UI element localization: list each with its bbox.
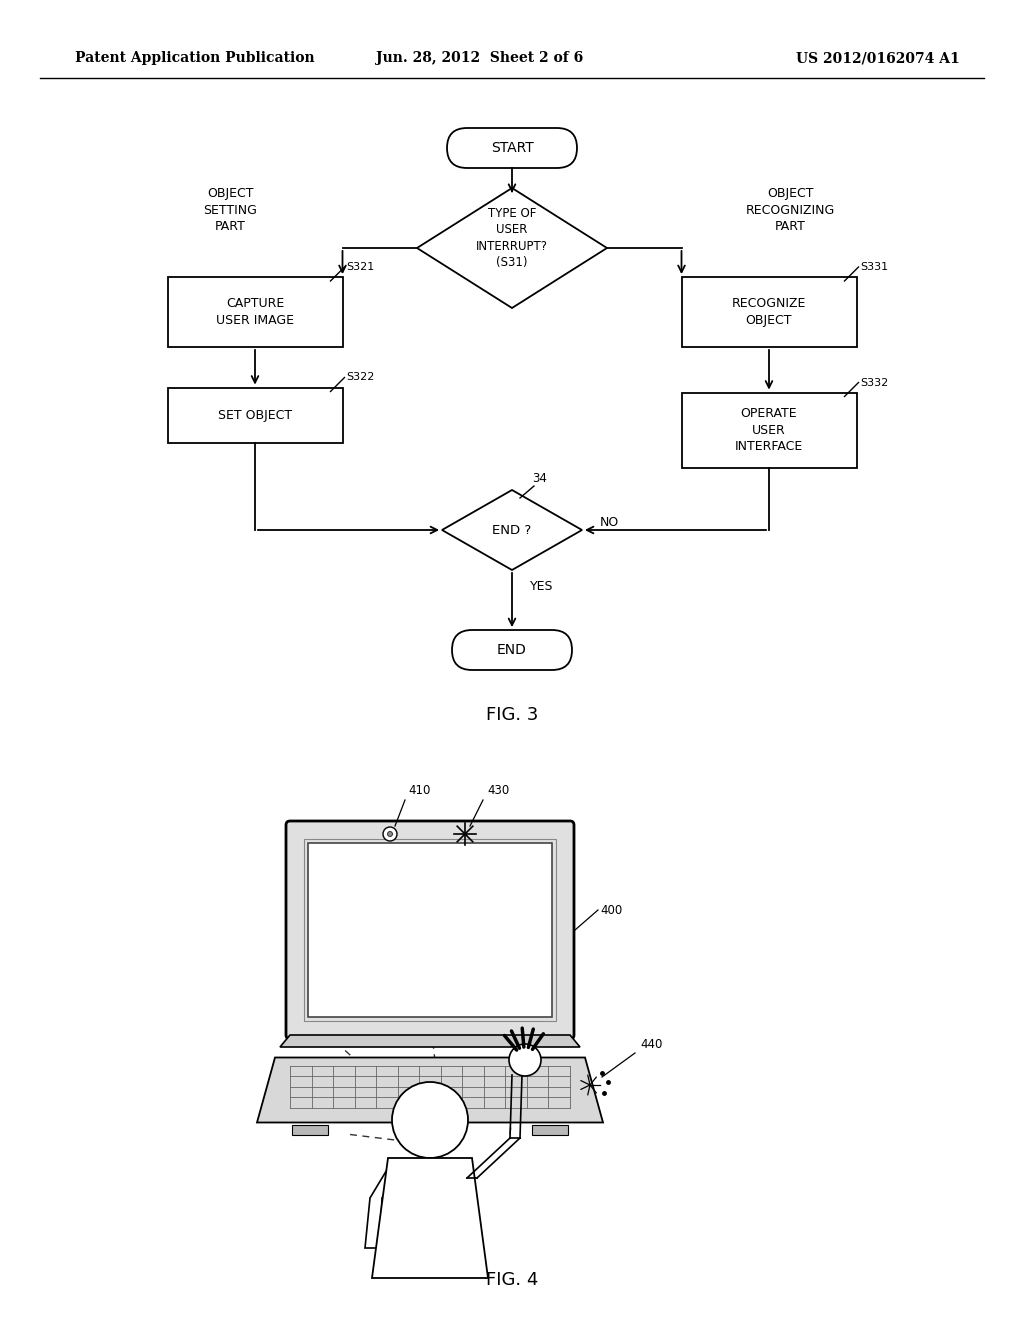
Text: RECOGNIZE
OBJECT: RECOGNIZE OBJECT [732, 297, 806, 327]
Text: START: START [490, 141, 534, 154]
Text: OBJECT
RECOGNIZING
PART: OBJECT RECOGNIZING PART [745, 187, 835, 234]
Text: 430: 430 [487, 784, 509, 796]
Circle shape [509, 1044, 541, 1076]
Text: US 2012/0162074 A1: US 2012/0162074 A1 [797, 51, 961, 65]
FancyBboxPatch shape [452, 630, 572, 671]
Text: END ?: END ? [493, 524, 531, 536]
Bar [292, 1125, 328, 1134]
Text: OPERATE
USER
INTERFACE: OPERATE USER INTERFACE [735, 407, 803, 453]
Bar [532, 1125, 568, 1134]
Polygon shape [442, 490, 582, 570]
Text: TYPE OF
USER
INTERRUPT?
(S31): TYPE OF USER INTERRUPT? (S31) [476, 207, 548, 269]
Text: NO: NO [600, 516, 620, 528]
Bar [682, 277, 856, 347]
Text: 400: 400 [600, 903, 623, 916]
Text: CAPTURE
USER IMAGE: CAPTURE USER IMAGE [216, 297, 294, 327]
Text: SET OBJECT: SET OBJECT [218, 408, 292, 421]
Text: 440: 440 [640, 1039, 663, 1052]
Text: FIG. 4: FIG. 4 [485, 1271, 539, 1290]
Polygon shape [372, 1158, 488, 1278]
Text: OBJECT
SETTING
PART: OBJECT SETTING PART [203, 187, 257, 234]
Bar [308, 843, 552, 1016]
Circle shape [387, 832, 392, 837]
Text: Jun. 28, 2012  Sheet 2 of 6: Jun. 28, 2012 Sheet 2 of 6 [377, 51, 584, 65]
Circle shape [392, 1082, 468, 1158]
Polygon shape [257, 1057, 603, 1122]
Polygon shape [280, 1035, 580, 1047]
Text: FIG. 3: FIG. 3 [485, 706, 539, 723]
Text: END: END [497, 643, 527, 657]
Text: 34: 34 [532, 473, 547, 484]
Text: S321: S321 [346, 261, 375, 272]
Bar [304, 840, 556, 1020]
Text: S322: S322 [346, 372, 375, 383]
Text: 410: 410 [408, 784, 430, 796]
Text: S331: S331 [860, 261, 889, 272]
FancyBboxPatch shape [447, 128, 577, 168]
Polygon shape [365, 1168, 398, 1247]
Bar [682, 392, 856, 467]
Bar [400, 1102, 460, 1122]
FancyBboxPatch shape [286, 821, 574, 1039]
Text: Patent Application Publication: Patent Application Publication [75, 51, 314, 65]
Circle shape [383, 828, 397, 841]
Text: S332: S332 [860, 378, 889, 388]
Bar [168, 277, 342, 347]
Polygon shape [417, 187, 607, 308]
Text: YES: YES [530, 579, 554, 593]
Bar [168, 388, 342, 442]
